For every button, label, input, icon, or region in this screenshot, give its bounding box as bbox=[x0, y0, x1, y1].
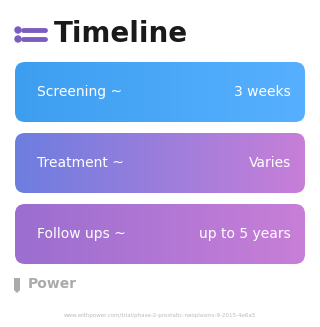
Text: Varies: Varies bbox=[249, 156, 291, 170]
Text: Screening ~: Screening ~ bbox=[37, 85, 122, 99]
Circle shape bbox=[15, 27, 21, 33]
Text: Power: Power bbox=[28, 277, 77, 291]
Text: Timeline: Timeline bbox=[54, 20, 188, 48]
Polygon shape bbox=[14, 278, 20, 293]
Circle shape bbox=[15, 36, 21, 42]
Text: up to 5 years: up to 5 years bbox=[199, 227, 291, 241]
Text: www.withpower.com/trial/phase-2-prostatic-neoplasms-9-2015-4e6a5: www.withpower.com/trial/phase-2-prostati… bbox=[64, 314, 256, 318]
Text: 3 weeks: 3 weeks bbox=[234, 85, 291, 99]
Text: Treatment ~: Treatment ~ bbox=[37, 156, 124, 170]
Text: Follow ups ~: Follow ups ~ bbox=[37, 227, 126, 241]
